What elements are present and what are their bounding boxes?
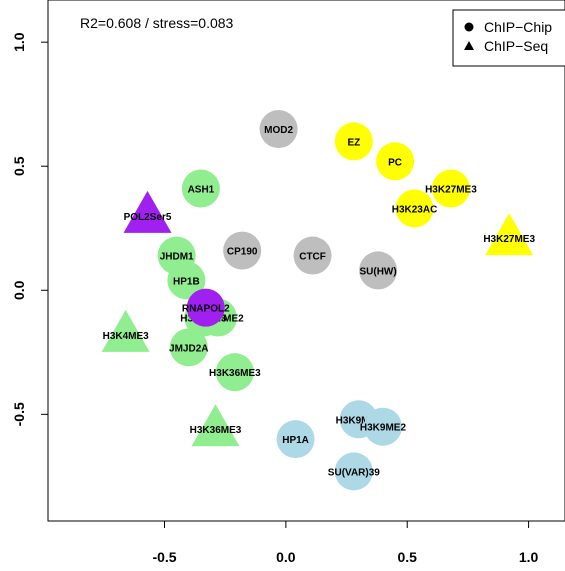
legend-triangle-icon <box>464 41 474 50</box>
data-point-circle <box>167 261 206 300</box>
legend-label-chip-seq: ChIP−Seq <box>484 38 548 54</box>
data-point-label: SU(VAR)39 <box>328 467 380 478</box>
data-point-label: HP1B <box>173 276 200 287</box>
data-point-circle <box>376 142 415 181</box>
data-point-circle <box>186 288 225 327</box>
y-tick-label: 0.0 <box>11 280 27 300</box>
data-point-triangle <box>123 190 172 233</box>
legend-circle-icon <box>464 22 474 32</box>
y-tick-label: -0.5 <box>11 402 27 426</box>
data-point-circle <box>223 231 262 270</box>
data-point-circle <box>276 420 315 459</box>
data-point-label: H3K27ME3 <box>483 234 535 245</box>
y-axis: -0.5 0.0 0.5 1.0 <box>11 32 48 426</box>
data-point-circle <box>293 236 332 275</box>
data-point-label: SU(HW) <box>359 266 396 277</box>
data-point-label: MOD2 <box>264 125 293 136</box>
data-point-circle <box>259 110 298 149</box>
data-point-circle <box>169 328 208 367</box>
x-axis: -0.5 0.0 0.5 1.0 <box>152 521 539 565</box>
data-point-circle <box>395 189 434 228</box>
data-point-circle <box>431 169 470 208</box>
data-point-label: CTCF <box>299 252 326 263</box>
data-point-label: CP190 <box>227 247 258 258</box>
legend: ChIP−Chip ChIP−Seq <box>452 9 565 67</box>
data-point-label: JMJD2A <box>169 343 208 354</box>
data-point-label: H3K9ME2 <box>360 423 407 434</box>
data-point-label: EZ <box>347 137 360 148</box>
x-tick-label: -0.5 <box>152 549 176 565</box>
data-point-label: H3K36ME3 <box>190 425 242 436</box>
data-points: MOD2 EZ PC H3K27ME3 H3K23AC H3K27ME3 ASH1 POL2S… <box>101 110 535 491</box>
data-point-circle <box>363 407 402 446</box>
x-tick-label: 1.0 <box>519 549 539 565</box>
plot-frame <box>47 0 565 522</box>
data-point-circle <box>215 353 254 392</box>
data-point-label: PC <box>388 157 402 168</box>
data-point-label: HP1A <box>282 435 309 446</box>
x-tick-label: 0.5 <box>397 549 417 565</box>
data-point-label: H3K36ME3 <box>209 368 261 379</box>
data-point-label: H3K27ME3 <box>425 185 477 196</box>
data-point-label: RNAPOL2 <box>182 304 230 315</box>
data-point-circle <box>334 122 373 161</box>
data-point-triangle <box>191 404 240 447</box>
data-point-circle <box>359 251 398 290</box>
data-point-label: JHDM1 <box>160 252 194 263</box>
legend-label-chip-chip: ChIP−Chip <box>484 19 552 35</box>
y-tick-label: 0.5 <box>11 156 27 176</box>
data-point-triangle <box>485 213 534 256</box>
data-point-label: H3K23AC <box>392 204 438 215</box>
data-point-label: H3K9ME3 <box>336 415 383 426</box>
data-point-label: H3K4ME3 <box>103 331 150 342</box>
data-point-label: ASH1 <box>188 185 215 196</box>
data-point-circle <box>334 452 373 491</box>
y-tick-label: 1.0 <box>11 32 27 52</box>
x-tick-label: 0.0 <box>276 549 296 565</box>
legend-box <box>452 9 565 67</box>
data-point-label: POL2Ser5 <box>124 212 172 223</box>
fit-annotation: R2=0.608 / stress=0.083 <box>80 15 234 31</box>
data-point-circle <box>181 169 220 208</box>
data-point-triangle <box>101 309 150 352</box>
